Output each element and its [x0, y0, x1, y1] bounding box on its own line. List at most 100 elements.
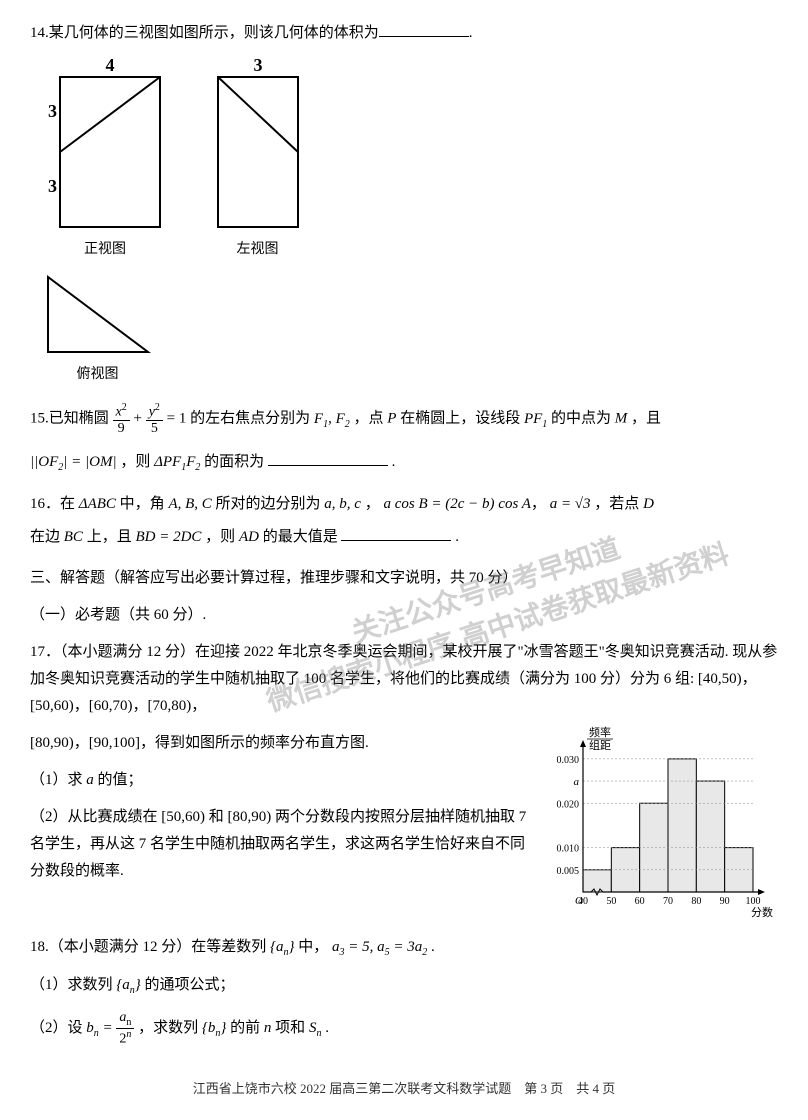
q15-number: 15. [30, 411, 49, 427]
q16-text-g: 上，且 [87, 529, 132, 545]
svg-text:90: 90 [720, 896, 730, 907]
q15-text-e: 的中点为 [551, 411, 611, 427]
front-diag [60, 77, 160, 152]
q15-m: M [615, 411, 628, 427]
q15-text-c: ，点 [354, 411, 384, 427]
q15-text-d: 在椭圆上，设线段 [400, 411, 520, 427]
q18-sub2-b: ，求数列 [138, 1020, 198, 1036]
page-footer: 江西省上饶市六校 2022 届高三第二次联考文科数学试题 第 3 页 共 4 页 [30, 1077, 778, 1100]
question-14: 14.某几何体的三视图如图所示，则该几何体的体积为. 4 3 3 正视图 3 [30, 20, 778, 387]
q18-s1-c: } [135, 977, 141, 993]
q15-den1: 9 [113, 421, 130, 436]
q17-intro: （本小题满分 12 分）在迎接 2022 年北京冬季奥运会期间，某校开展了"冰雪… [30, 644, 777, 714]
front-view-svg: 4 3 3 [40, 57, 170, 232]
q14-views-row2: 俯视图 [40, 272, 778, 387]
q15-text-b: 的左右焦点分别为 [190, 411, 310, 427]
q16-text-f: 在边 [30, 529, 60, 545]
q16-period: . [455, 529, 459, 545]
q18-c-eq2: = 3 [390, 939, 415, 955]
q18-sub2-c: 的前 [230, 1020, 260, 1036]
front-top-label: 4 [106, 57, 115, 75]
svg-text:0.005: 0.005 [557, 866, 580, 877]
q18-an: {an} [270, 939, 295, 955]
top-view-svg [40, 272, 155, 357]
q18-an-close: } [289, 939, 295, 955]
q14-text: 某几何体的三视图如图所示，则该几何体的体积为 [49, 25, 379, 41]
q18-intro2: 中， [298, 939, 328, 955]
q18-sn-sub: n [316, 1028, 321, 1039]
q17-chart: 0.0050.0100.0200.030a405060708090100O频率组… [538, 720, 778, 920]
q17-sub1-a: （1）求 [30, 772, 83, 788]
q14-views-row1: 4 3 3 正视图 3 左视图 [40, 57, 778, 262]
q15-cond-a: |OF [34, 454, 58, 470]
q15-line2: ||OF2| = |OM| ，则 ΔPF1F2 的面积为 . [30, 449, 778, 477]
q18-number: 18. [30, 939, 49, 955]
section-3-sub: （一）必考题（共 60 分）. [30, 602, 778, 629]
q18-sub1-b: 的通项公式； [145, 977, 235, 993]
q17-intro2: [80,90)，[90,100]，得到如图所示的频率分布直方图. [30, 730, 528, 757]
svg-text:O: O [575, 895, 583, 907]
svg-text:0.030: 0.030 [557, 755, 580, 766]
q16-aeq: a = √3 [550, 496, 591, 512]
q17-sub1-b: 的值； [98, 772, 143, 788]
q16-text-b: 中，角 [120, 496, 165, 512]
q17-sub2: （2）从比赛成绩在 [50,60) 和 [80,90) 两个分数段内按照分层抽样… [30, 804, 528, 885]
q16-number: 16． [30, 496, 60, 512]
left-view-svg: 3 [210, 57, 305, 232]
q18-sub2-t: （2）设 [30, 1020, 83, 1036]
q16-ad: AD [239, 529, 259, 545]
q18-bn2-c: } [220, 1020, 226, 1036]
q17-sub1: （1）求 a 的值； [30, 767, 528, 794]
q16-text-a: 在 [60, 496, 75, 512]
q17-row: [80,90)，[90,100]，得到如图所示的频率分布直方图. （1）求 a … [30, 720, 778, 920]
svg-text:0.010: 0.010 [557, 843, 580, 854]
q18-c-a3: a [332, 939, 340, 955]
q15-blank [268, 450, 388, 466]
q15-p: P [387, 411, 396, 427]
section-3-title: 三、解答题（解答应写出必要计算过程，推理步骤和文字说明，共 70 分） [30, 565, 778, 592]
front-rect [60, 77, 160, 227]
q18-sn: Sn [309, 1020, 322, 1036]
q18-fnums: n [126, 1017, 131, 1028]
q18-s1-a: a [122, 977, 130, 993]
q16-abc2: a, b, c [324, 496, 361, 512]
q18-cond: a3 = 5, a5 = 3a2 [332, 939, 427, 955]
question-17: 17．（本小题满分 12 分）在迎接 2022 年北京冬季奥运会期间，某校开展了… [30, 639, 778, 920]
svg-text:频率: 频率 [589, 725, 611, 739]
q18-sub2-e: . [325, 1020, 329, 1036]
q15-text-f: ，且 [631, 411, 661, 427]
svg-text:组距: 组距 [589, 738, 611, 752]
q16-text-d: ， [365, 496, 380, 512]
q16-text-e: ，若点 [594, 496, 639, 512]
q15-text-h: 的面积为 [204, 454, 264, 470]
q15-tri-t: ΔPF [154, 454, 181, 470]
q15-tri: ΔPF1F2 [154, 454, 200, 470]
q17-intro-wrap: 17．（本小题满分 12 分）在迎接 2022 年北京冬季奥运会期间，某校开展了… [30, 639, 778, 720]
q15-f2-sub: 2 [345, 419, 350, 430]
q15-den2: 5 [146, 421, 163, 436]
q16-abc: A, B, C [168, 496, 211, 512]
q18-bn-b: b [86, 1020, 94, 1036]
left-rect [218, 77, 298, 227]
q16-line2: 在边 BC 上，且 BD = 2DC ，则 AD 的最大值是 . [30, 524, 778, 551]
question-16: 16．在 ΔABC 中，角 A, B, C 所对的边分别为 a, b, c ， … [30, 491, 778, 551]
q16-tri: ΔABC [79, 496, 116, 512]
left-top-label: 3 [254, 57, 263, 75]
q18-sub2-d: 项和 [275, 1020, 305, 1036]
svg-text:0.020: 0.020 [557, 799, 580, 810]
q14-period: . [469, 25, 473, 41]
left-label: 左视图 [210, 237, 305, 262]
svg-text:分数: 分数 [751, 906, 773, 919]
q18-sub1-t: （1）求数列 [30, 977, 113, 993]
q14-number: 14. [30, 25, 49, 41]
q16-text-c: 所对的边分别为 [216, 496, 321, 512]
q17-number: 17． [30, 644, 60, 660]
q18-an-a: a [276, 939, 284, 955]
q15-frac1: x29 [113, 402, 130, 436]
q17-sub1-avar: a [86, 772, 94, 788]
left-diag [218, 77, 298, 152]
q15-pf1-t: PF [524, 411, 542, 427]
q15-frac2: y25 [146, 402, 163, 436]
histogram-svg: 0.0050.0100.0200.030a405060708090100O频率组… [538, 720, 778, 920]
q18-c-s2: 2 [422, 947, 427, 958]
